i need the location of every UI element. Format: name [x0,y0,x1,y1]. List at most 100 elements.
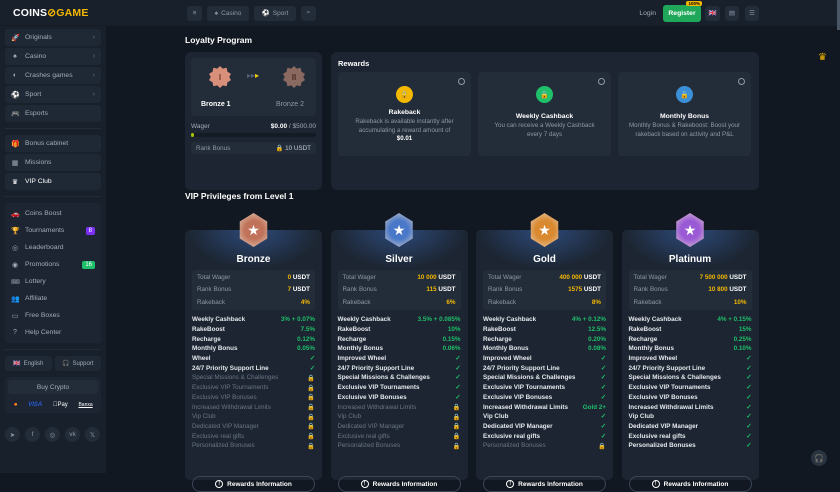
feature-row: Recharge 0.25% [628,335,752,343]
sidebar-item-coins-boost[interactable]: 🚗 Coins Boost [11,210,62,218]
trophy-icon: 🏆 [11,227,20,235]
vk-icon[interactable]: vk [65,427,80,442]
search-button[interactable]: ⌕ [301,5,316,21]
check-icon: ✓ [600,384,606,392]
ball-icon: ⚽ [261,10,270,17]
feature-row: Vip Club 🔒 [337,413,461,421]
check-icon: ✓ [600,364,606,372]
rewards-information-button[interactable]: ! Rewards Information [337,476,461,492]
login-button[interactable]: Login [639,9,656,17]
scrollbar[interactable] [837,0,840,30]
boost-icon: 🚗 [11,210,20,218]
lock-icon: 🔒 [452,433,461,441]
bronze-2-medal-icon: II [283,66,305,88]
logo[interactable]: COINS ⊘ GAME [0,0,106,26]
tier-name: Gold [533,254,556,265]
casino-tab[interactable]: ♠ Casino [207,5,249,21]
feature-row: Exclusive VIP Tournaments ✓ [337,384,461,392]
feature-row: Dedicated VIP Manager 🔒 [337,422,461,431]
reward-card-rakeback: 🔒 Rakeback Rakeback is available instantly… [338,72,471,156]
telegram-icon[interactable]: ➤ [5,427,20,442]
sidebar-item-help-center[interactable]: ? Help Center [5,324,101,341]
feature-row: Exclusive real gifts ✓ [628,432,752,440]
buy-crypto-button[interactable]: Buy Crypto [8,380,98,394]
feature-row: Wheel ✓ [192,355,315,363]
platinum-medal-icon: ★ [676,213,704,247]
register-button[interactable]: Register 100% [663,0,702,22]
language-flag-button[interactable]: 🇬🇧 [705,5,720,21]
current-rank: Bronze 1 [201,101,231,108]
wager-label: Wager [191,123,210,130]
feature-row: Personalized Bonuses 🔒 [192,442,315,450]
feature-row: Exclusive VIP Tournaments ✓ [628,384,752,392]
spade-icon: ♠ [13,53,17,60]
info-icon[interactable] [738,78,745,85]
menu-toggle-button[interactable]: ≡ [187,5,202,21]
receipt-icon[interactable]: ☰ [745,5,759,21]
sidebar-item-originals[interactable]: 🚀 Originals › [5,29,101,46]
page-title: Loyalty Program [185,35,253,45]
info-icon[interactable] [458,78,465,85]
sidebar-item-sport[interactable]: ⚽ Sport › [5,86,101,103]
check-icon: ✓ [746,403,752,411]
tier-card-platinum: ★ Platinum Total Wager 7 500 000 USDT Rank B… [621,213,759,492]
rewards-information-button[interactable]: ! Rewards Information [192,476,315,492]
feature-row: 24/7 Priority Support Line ✓ [337,364,461,372]
feature-row: RakeBoost 7.5% [192,326,315,334]
rocket-icon: 🚀 [11,34,20,42]
check-icon: ✓ [746,432,752,440]
sidebar-item-bonus-cabinet[interactable]: 🎁 Bonus cabinet [5,135,101,152]
rewards-information-button[interactable]: ! Rewards Information [483,476,606,492]
check-icon: ✓ [600,355,606,363]
chevron-right-icon: › [92,53,95,60]
sidebar-item-crashes-games[interactable]: ◐ Crashes games › [5,67,101,84]
sidebar-item-vip-club[interactable]: ♛ VIP Club [5,173,101,190]
silver-medal-icon: ★ [385,213,413,247]
chat-icon[interactable]: ▤ [725,5,739,21]
rewards-information-button[interactable]: ! Rewards Information [628,476,752,492]
box-icon: ▭ [11,312,19,320]
sidebar-item-tournaments[interactable]: 🏆 Tournaments 8 [5,222,101,239]
tier-name: Silver [385,254,413,265]
help-icon: ? [13,329,17,336]
stat-row: Rank Bonus 115 USDT [342,286,456,294]
feature-row: Monthly Bonus 0.05% [192,345,315,353]
info-icon[interactable] [598,78,605,85]
support-chat-button[interactable]: 🎧 [811,450,827,466]
sport-tab[interactable]: ⚽ Sport [254,5,296,21]
sidebar-item-lottery[interactable]: 🎟 Lottery [11,278,46,286]
lock-icon: 🔒 [275,145,284,152]
check-icon: ✓ [746,422,752,430]
sidebar-item-affiliate[interactable]: 👥 Affiliate [11,295,48,303]
sidebar-item-leaderboard[interactable]: ◎ Leaderboard [11,244,64,252]
check-icon: ✓ [309,355,315,363]
sidebar-item-missions[interactable]: ▦ Missions [5,154,101,171]
lock-icon: 🔒 [452,413,461,421]
vip-widget-icon[interactable]: ♛ [818,52,827,63]
sidebar-item-casino[interactable]: ♠ Casino › [5,48,101,65]
check-icon: ✓ [746,384,752,392]
check-icon: ✓ [746,413,752,421]
facebook-icon[interactable]: f [25,427,40,442]
crown-icon: ♛ [11,178,19,186]
chevron-right-icon: › [92,34,95,41]
wager-value: $0.00 / $500.00 [270,123,316,130]
sidebar-item-promotions[interactable]: ◉ Promotions 16 [5,256,101,273]
medal-icon: ◎ [11,244,19,252]
x-icon[interactable]: 𝕏 [85,427,100,442]
register-bonus-badge: 100% [686,0,702,6]
lock-icon: 🔒 [307,384,315,392]
language-button[interactable]: 🇬🇧 English [5,356,52,371]
headset-icon: 🎧 [62,361,70,367]
sidebar-item-esports[interactable]: 🎮 Esports [5,105,101,122]
feature-row: Recharge 0.12% [192,335,315,343]
feature-row: Monthly Bonus 0.10% [628,345,752,353]
instagram-icon[interactable]: ◎ [45,427,60,442]
stat-row: Rakeback 4% [197,298,310,306]
feature-row: Weekly Cashback 3.5% + 0.085% [337,316,461,324]
feature-row: Dedicated VIP Manager ✓ [483,422,606,430]
stat-row: Rank Bonus 7 USDT [197,286,310,294]
support-button[interactable]: 🎧 Support [54,356,101,371]
sidebar-item-free-boxes[interactable]: ▭ Free Boxes [11,312,60,320]
reward-card-weekly-cashback: 🔒 Weekly Cashback You can receive a Weekly… [478,72,611,156]
